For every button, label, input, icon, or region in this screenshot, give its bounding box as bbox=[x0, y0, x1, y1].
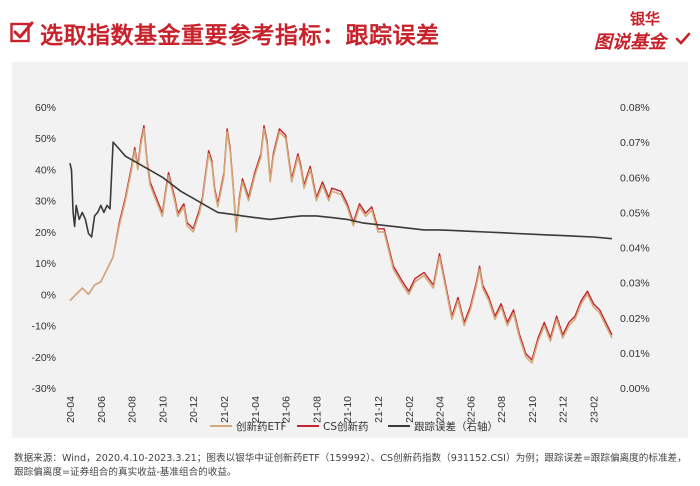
x-tick-label: 20-12 bbox=[188, 396, 200, 423]
y-left-tick-label: 40% bbox=[35, 164, 56, 176]
legend-label: 创新药ETF bbox=[236, 420, 287, 433]
x-tick-label: 22-08 bbox=[496, 396, 508, 423]
brand-logo: 银华 图说基金 bbox=[588, 8, 696, 54]
logo-line-2: 图说基金 bbox=[594, 32, 666, 53]
y-right-tick-label: 0.06% bbox=[620, 172, 650, 184]
x-tick-label: 20-10 bbox=[157, 396, 169, 423]
x-tick-label: 22-10 bbox=[527, 396, 539, 423]
y-left-tick-label: 20% bbox=[35, 227, 56, 239]
x-tick-label: 21-12 bbox=[373, 396, 385, 423]
series-line-1 bbox=[69, 125, 613, 361]
checkbox-check-icon bbox=[10, 21, 34, 43]
y-right-tick-label: 0.07% bbox=[620, 137, 650, 149]
x-tick-label: 22-02 bbox=[404, 396, 416, 423]
y-left-tick-label: -20% bbox=[31, 352, 56, 364]
logo-line-1: 银华 bbox=[630, 10, 661, 28]
chart-panel bbox=[12, 62, 688, 438]
x-tick-label: 21-02 bbox=[219, 396, 231, 423]
x-tick-label: 20-08 bbox=[127, 396, 139, 423]
x-tick-label: 21-08 bbox=[311, 396, 323, 423]
y-left-tick-label: 10% bbox=[35, 258, 56, 270]
x-tick-label: 22-12 bbox=[558, 396, 570, 423]
y-right-tick-label: 0.01% bbox=[620, 348, 650, 360]
x-tick-label: 23-02 bbox=[589, 396, 601, 423]
page-title: 选取指数基金重要参考指标：跟踪误差 bbox=[40, 23, 440, 49]
y-left-tick-label: 50% bbox=[35, 133, 56, 145]
x-tick-label: 21-04 bbox=[250, 396, 262, 423]
source-note: 数据来源：Wind，2020.4.10-2023.3.21；图表以银华中证创新药… bbox=[14, 453, 687, 478]
y-left-tick-label: -10% bbox=[31, 321, 56, 333]
y-left-tick-label: 60% bbox=[35, 102, 56, 114]
legend-label: 跟踪误差（右轴） bbox=[414, 420, 498, 433]
y-right-tick-label: 0.08% bbox=[620, 102, 650, 114]
header: 选取指数基金重要参考指标：跟踪误差 银华 图说基金 bbox=[0, 0, 700, 58]
x-tick-label: 21-06 bbox=[281, 396, 293, 423]
logo-check-icon bbox=[675, 32, 691, 45]
legend-label: CS创新药 bbox=[323, 420, 369, 433]
y-right-tick-label: 0.03% bbox=[620, 278, 650, 290]
y-right-tick-label: 0.04% bbox=[620, 243, 650, 255]
y-left-tick-label: 30% bbox=[35, 196, 56, 208]
y-right-tick-label: 0.05% bbox=[620, 207, 650, 219]
x-tick-label: 22-04 bbox=[435, 396, 447, 423]
series-line-0 bbox=[69, 128, 613, 364]
y-right-tick-label: 0.00% bbox=[620, 383, 650, 395]
y-right-tick-label: 0.02% bbox=[620, 313, 650, 325]
x-tick-label: 21-10 bbox=[342, 396, 354, 423]
x-tick-label: 20-04 bbox=[65, 396, 77, 423]
x-tick-label: 20-06 bbox=[96, 396, 108, 423]
x-tick-label: 22-06 bbox=[465, 396, 477, 423]
y-left-tick-label: -30% bbox=[31, 383, 56, 395]
y-left-tick-label: 0% bbox=[41, 289, 56, 301]
series-line-2 bbox=[69, 141, 613, 240]
